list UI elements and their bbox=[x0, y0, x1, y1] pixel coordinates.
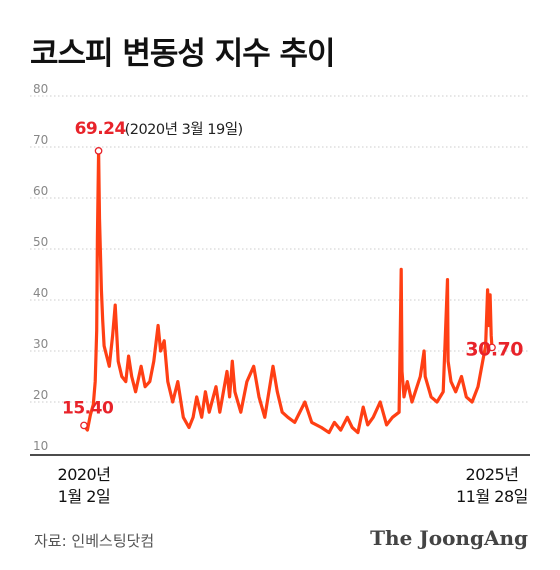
grid-lines bbox=[30, 95, 530, 403]
series-path bbox=[82, 149, 494, 435]
x-start-label: 2020년 bbox=[58, 465, 111, 484]
data-label: 69.24 bbox=[75, 119, 127, 139]
y-tick-label: 80 bbox=[33, 82, 48, 96]
x-axis-labels: 2020년 1월 2일 2025년 11월 28일 bbox=[58, 465, 529, 506]
data-label: 15.40 bbox=[62, 398, 114, 418]
data-label-note: (2020년 3월 19일) bbox=[125, 121, 243, 138]
y-tick-label: 10 bbox=[33, 439, 48, 453]
point-marker bbox=[80, 421, 88, 430]
y-tick-label: 70 bbox=[33, 133, 48, 147]
y-tick-label: 50 bbox=[33, 235, 48, 249]
data-label: 30.70 bbox=[465, 338, 523, 360]
point-marker bbox=[488, 343, 496, 352]
chart-title: 코스피 변동성 지수 추이 bbox=[30, 36, 336, 72]
x-start-label: 1월 2일 bbox=[58, 487, 110, 506]
y-tick-label: 20 bbox=[33, 388, 48, 402]
y-axis-ticks: 80 70 60 50 40 30 20 10 bbox=[33, 82, 48, 453]
y-tick-label: 60 bbox=[33, 184, 48, 198]
brand-logo: The JoongAng bbox=[370, 526, 528, 550]
x-end-label: 2025년 bbox=[466, 465, 519, 484]
y-tick-label: 40 bbox=[33, 286, 48, 300]
y-tick-label: 30 bbox=[33, 337, 48, 351]
data-labels: 15.40 69.24(2020년 3월 19일) 30.70 bbox=[62, 119, 524, 419]
source-note: 자료: 인베스팅닷컴 bbox=[34, 532, 155, 550]
point-markers bbox=[80, 147, 496, 430]
x-end-label: 11월 28일 bbox=[456, 487, 528, 506]
point-marker bbox=[94, 147, 103, 155]
series-line bbox=[82, 149, 494, 435]
